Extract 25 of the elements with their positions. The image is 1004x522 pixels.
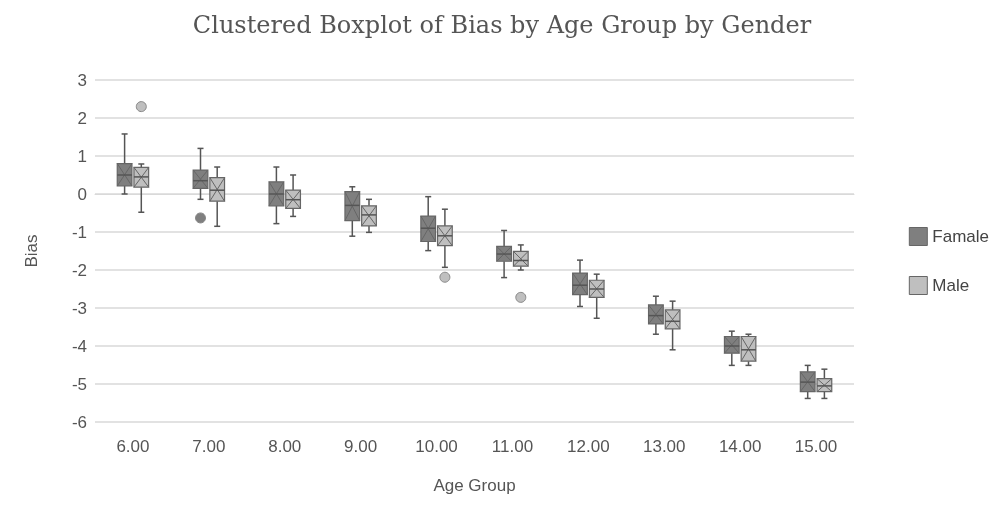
y-tick-label: -6 bbox=[71, 412, 87, 432]
y-tick-label: 2 bbox=[77, 108, 87, 128]
x-tick-label: 15.00 bbox=[794, 437, 838, 456]
y-tick-label: -5 bbox=[71, 374, 87, 394]
y-tick-label: 1 bbox=[77, 146, 87, 166]
x-tick-label: 14.00 bbox=[718, 437, 762, 456]
x-tick-label: 12.00 bbox=[567, 437, 610, 456]
y-tick-label: -2 bbox=[71, 260, 87, 280]
legend-label: Male bbox=[932, 276, 970, 295]
x-tick-label: 11.00 bbox=[491, 437, 534, 456]
y-tick-label: -1 bbox=[71, 222, 87, 242]
y-axis-title: Bias bbox=[22, 234, 41, 268]
x-tick-label: 8.00 bbox=[268, 437, 302, 456]
chart-title: Clustered Boxplot of Bias by Age Group by Gender bbox=[192, 11, 812, 39]
y-tick-label: -4 bbox=[71, 336, 87, 356]
x-axis-title: Age Group bbox=[433, 476, 516, 495]
x-tick-label: 6.00 bbox=[116, 437, 150, 456]
legend-label: Famale bbox=[932, 227, 989, 246]
x-tick-label: 7.00 bbox=[192, 437, 226, 456]
x-tick-label: 9.00 bbox=[344, 437, 378, 456]
y-tick-label: 0 bbox=[77, 184, 87, 204]
x-tick-label: 10.00 bbox=[415, 437, 458, 456]
y-tick-label: 3 bbox=[77, 70, 87, 90]
y-tick-label: -3 bbox=[71, 298, 87, 318]
x-tick-label: 13.00 bbox=[642, 437, 686, 456]
